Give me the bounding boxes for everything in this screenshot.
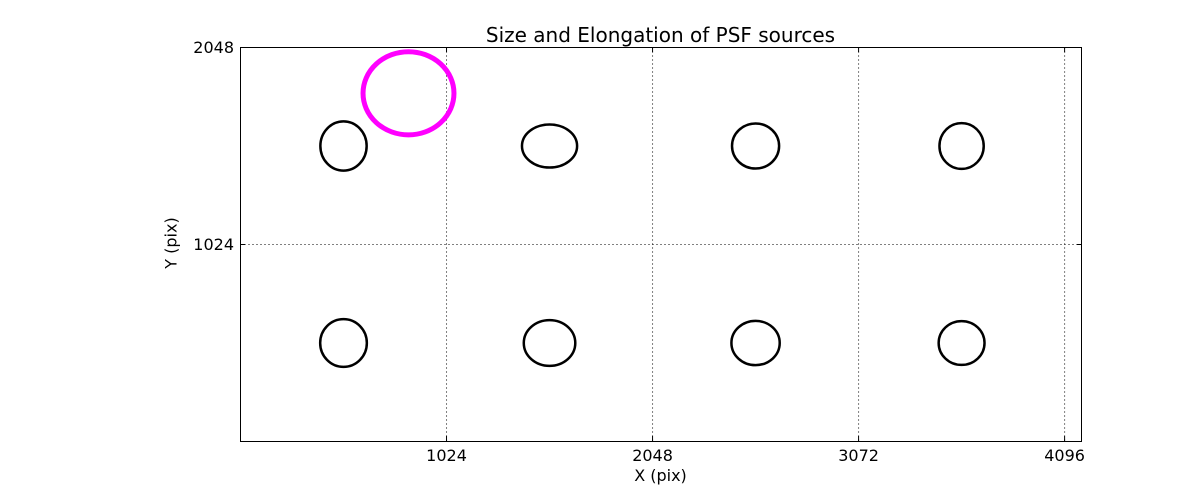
psf-source-ellipse-6 (522, 318, 577, 368)
x-axis-label: X (pix) (634, 466, 687, 485)
psf-source-ellipse-2 (520, 123, 579, 169)
x-tick-label-3072: 3072 (838, 446, 879, 465)
x-tick-label-2048: 2048 (632, 446, 673, 465)
psf-source-ellipse-3 (730, 122, 781, 170)
psf-source-ellipse-4 (938, 121, 985, 171)
x-tick-label-4096: 4096 (1044, 446, 1085, 465)
x-tick-label-1024: 1024 (426, 446, 467, 465)
y-tick-label-2048: 2048 (193, 37, 234, 57)
psf-source-ellipse-8 (937, 319, 986, 367)
psf-source-ellipse-5 (318, 317, 369, 369)
reference-circle (360, 49, 457, 138)
psf-source-ellipse-7 (730, 319, 781, 367)
psf-source-ellipse-1 (319, 120, 368, 172)
y-tick-label-1024: 1024 (193, 234, 234, 254)
chart-title: Size and Elongation of PSF sources (485, 23, 836, 47)
